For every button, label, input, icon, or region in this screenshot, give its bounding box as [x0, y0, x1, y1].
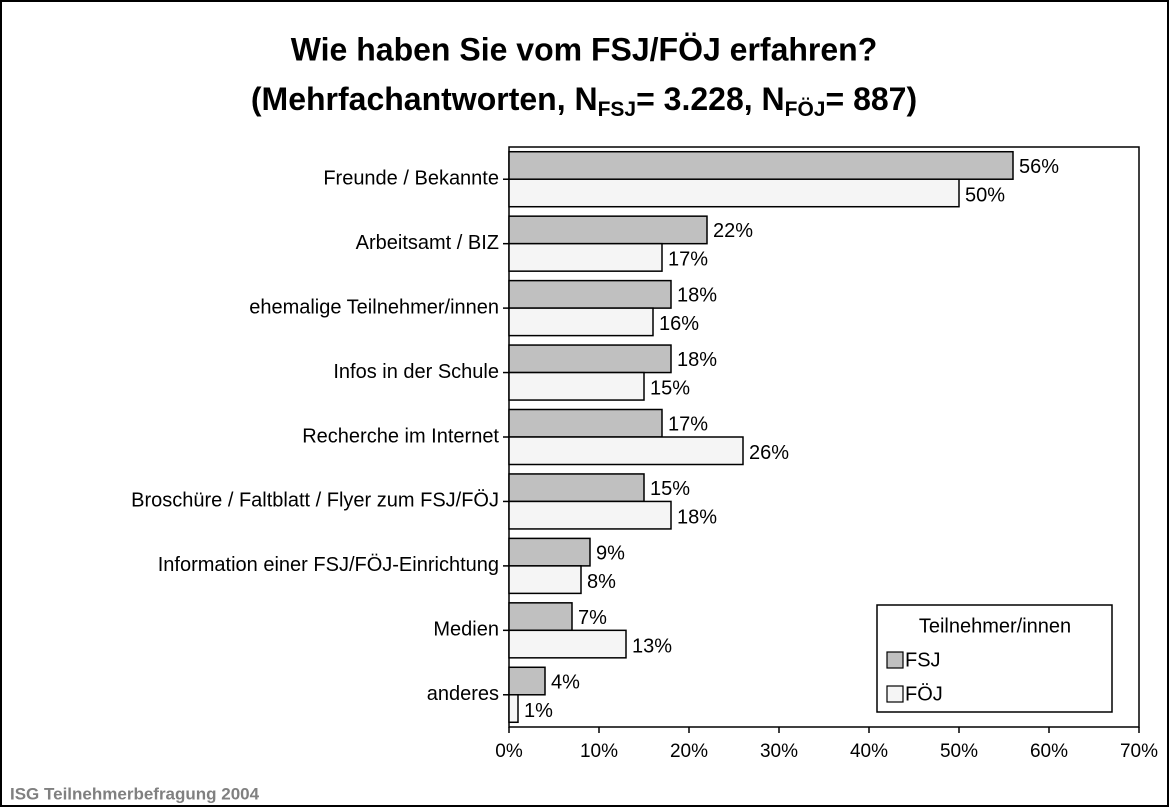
bar [508, 537, 591, 567]
bar [508, 371, 645, 401]
bar [508, 344, 672, 374]
legend-swatch [886, 651, 904, 669]
chart-subtitle: (Mehrfachantworten, NFSJ= 3.228, NFÖJ= 8… [251, 81, 917, 120]
value-label: 50% [965, 184, 1005, 206]
bar [508, 150, 1014, 180]
value-label: 18% [677, 349, 717, 371]
subtitle-part: = 3.228, N [636, 81, 785, 117]
y-tick-label: Arbeitsamt / BIZ [356, 232, 499, 254]
y-tick-label: Infos in der Schule [333, 361, 499, 383]
subscript: FSJ [598, 98, 637, 121]
source: ISG Teilnehmerbefragung 2004 [10, 784, 260, 803]
value-label: 16% [659, 313, 699, 335]
bar [508, 666, 546, 696]
value-label: 26% [749, 442, 789, 464]
value-label: 7% [578, 607, 607, 629]
bar [508, 565, 582, 595]
subtitle-part: (Mehrfachantworten, N [251, 81, 598, 117]
legend-swatch [886, 685, 904, 703]
bar [508, 602, 573, 632]
value-label: 1% [524, 700, 553, 722]
x-tick-label: 60% [1030, 741, 1068, 762]
x-tick-label: 0% [495, 741, 523, 762]
y-tick-label: Medien [433, 619, 499, 641]
value-label: 9% [596, 542, 625, 564]
x-tick-label: 40% [850, 741, 888, 762]
value-label: 17% [668, 249, 708, 271]
legend-label: FÖJ [905, 683, 943, 705]
value-label: 8% [587, 571, 616, 593]
value-label: 17% [668, 414, 708, 436]
bar [508, 307, 654, 337]
y-tick-label: Information einer FSJ/FÖJ-Einrichtung [158, 554, 499, 576]
legend-box [876, 604, 1113, 713]
y-tick-label: Broschüre / Faltblatt / Flyer zum FSJ/FÖ… [131, 490, 499, 512]
subtitle-part: = 887) [825, 81, 917, 117]
bar [508, 473, 645, 503]
value-label: 22% [713, 220, 753, 242]
subscript: FÖJ [785, 98, 826, 121]
x-tick-label: 50% [940, 741, 978, 762]
bar [508, 694, 519, 724]
chart-title: Wie haben Sie vom FSJ/FÖJ erfahren? [291, 31, 878, 67]
y-tick-label: Freunde / Bekannte [323, 168, 499, 190]
y-tick-label: Recherche im Internet [302, 425, 499, 447]
y-tick-label: ehemalige Teilnehmer/innen [249, 296, 499, 318]
x-tick-label: 70% [1120, 741, 1158, 762]
value-label: 4% [551, 671, 580, 693]
bar [508, 500, 672, 530]
x-tick-label: 10% [580, 741, 618, 762]
bar [508, 242, 663, 272]
y-tick-label: anderes [427, 683, 499, 705]
bar [508, 178, 960, 208]
bar [508, 436, 744, 466]
bar [508, 279, 672, 309]
value-label: 13% [632, 635, 672, 657]
value-label: 15% [650, 378, 690, 400]
legend-label: FSJ [905, 649, 941, 671]
legend-title: Teilnehmer/innen [919, 615, 1071, 637]
bar [508, 408, 663, 438]
bar [508, 629, 627, 659]
value-label: 18% [677, 506, 717, 528]
value-label: 18% [677, 285, 717, 307]
x-tick-label: 20% [670, 741, 708, 762]
bar [508, 215, 708, 245]
value-label: 56% [1019, 156, 1059, 178]
value-label: 15% [650, 478, 690, 500]
x-tick-label: 30% [760, 741, 798, 762]
